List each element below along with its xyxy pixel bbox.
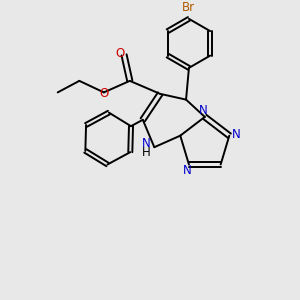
- Text: N: N: [232, 128, 241, 141]
- Text: N: N: [183, 164, 192, 177]
- Text: N: N: [199, 104, 208, 117]
- Text: O: O: [115, 47, 124, 60]
- Text: N: N: [142, 137, 151, 150]
- Text: Br: Br: [182, 1, 196, 14]
- Text: O: O: [99, 87, 109, 100]
- Text: H: H: [142, 146, 151, 159]
